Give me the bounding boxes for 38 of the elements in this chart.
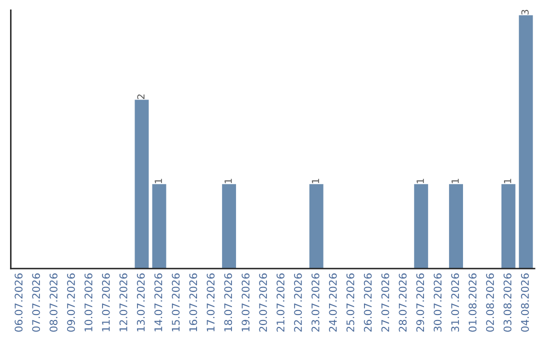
x-tick-label: 30.07.2026 [434, 273, 442, 332]
x-tick-label: 20.07.2026 [259, 273, 267, 332]
x-tick-label: 27.07.2026 [381, 273, 390, 332]
x-tick-label: 21.07.2026 [276, 273, 284, 332]
data-label: 1 [504, 178, 512, 184]
data-label: 1 [154, 178, 162, 184]
data-label: 1 [224, 178, 232, 184]
x-tick-label: 23.07.2026 [311, 273, 320, 332]
x-tick-label: 14.07.2026 [154, 273, 162, 332]
x-tick-label: 06.07.2026 [14, 273, 23, 332]
x-tick-label: 19.07.2026 [242, 273, 250, 332]
data-label: 1 [416, 178, 424, 184]
data-label: 1 [312, 178, 320, 184]
x-tick-label: 31.07.2026 [451, 273, 460, 332]
x-tick-label: 29.07.2026 [416, 273, 424, 332]
data-label: 1 [452, 178, 459, 184]
x-tick-label: 03.08.2026 [504, 273, 512, 332]
x-tick-label: 07.07.2026 [32, 273, 40, 332]
x-tick-label: 09.07.2026 [67, 273, 75, 332]
x-tick-label: 24.07.2026 [328, 273, 337, 332]
x-tick-label: 22.07.2026 [294, 273, 302, 332]
x-tick-label: 13.07.2026 [136, 273, 145, 332]
x-tick-label: 04.08.2026 [521, 273, 529, 332]
x-tick-label: 08.07.2026 [50, 273, 58, 332]
x-tick-label: 02.08.2026 [486, 273, 494, 332]
x-tick-label: 16.07.2026 [189, 273, 198, 332]
x-tick-label: 17.07.2026 [206, 273, 215, 332]
x-tick-label: 28.07.2026 [398, 273, 407, 332]
x-tick-label: 12.07.2026 [119, 273, 128, 332]
x-tick-label: 18.07.2026 [224, 273, 232, 332]
data-label: 3 [521, 10, 529, 15]
x-tick-label: 26.07.2026 [364, 273, 372, 332]
x-tick-label: 15.07.2026 [172, 273, 180, 332]
x-tick-label: 11.07.2026 [102, 273, 110, 332]
x-tick-label: 25.07.2026 [346, 273, 354, 332]
data-label: 2 [137, 94, 144, 99]
x-tick-label: 10.07.2026 [84, 273, 92, 332]
x-tick-label: 01.08.2026 [468, 273, 477, 332]
